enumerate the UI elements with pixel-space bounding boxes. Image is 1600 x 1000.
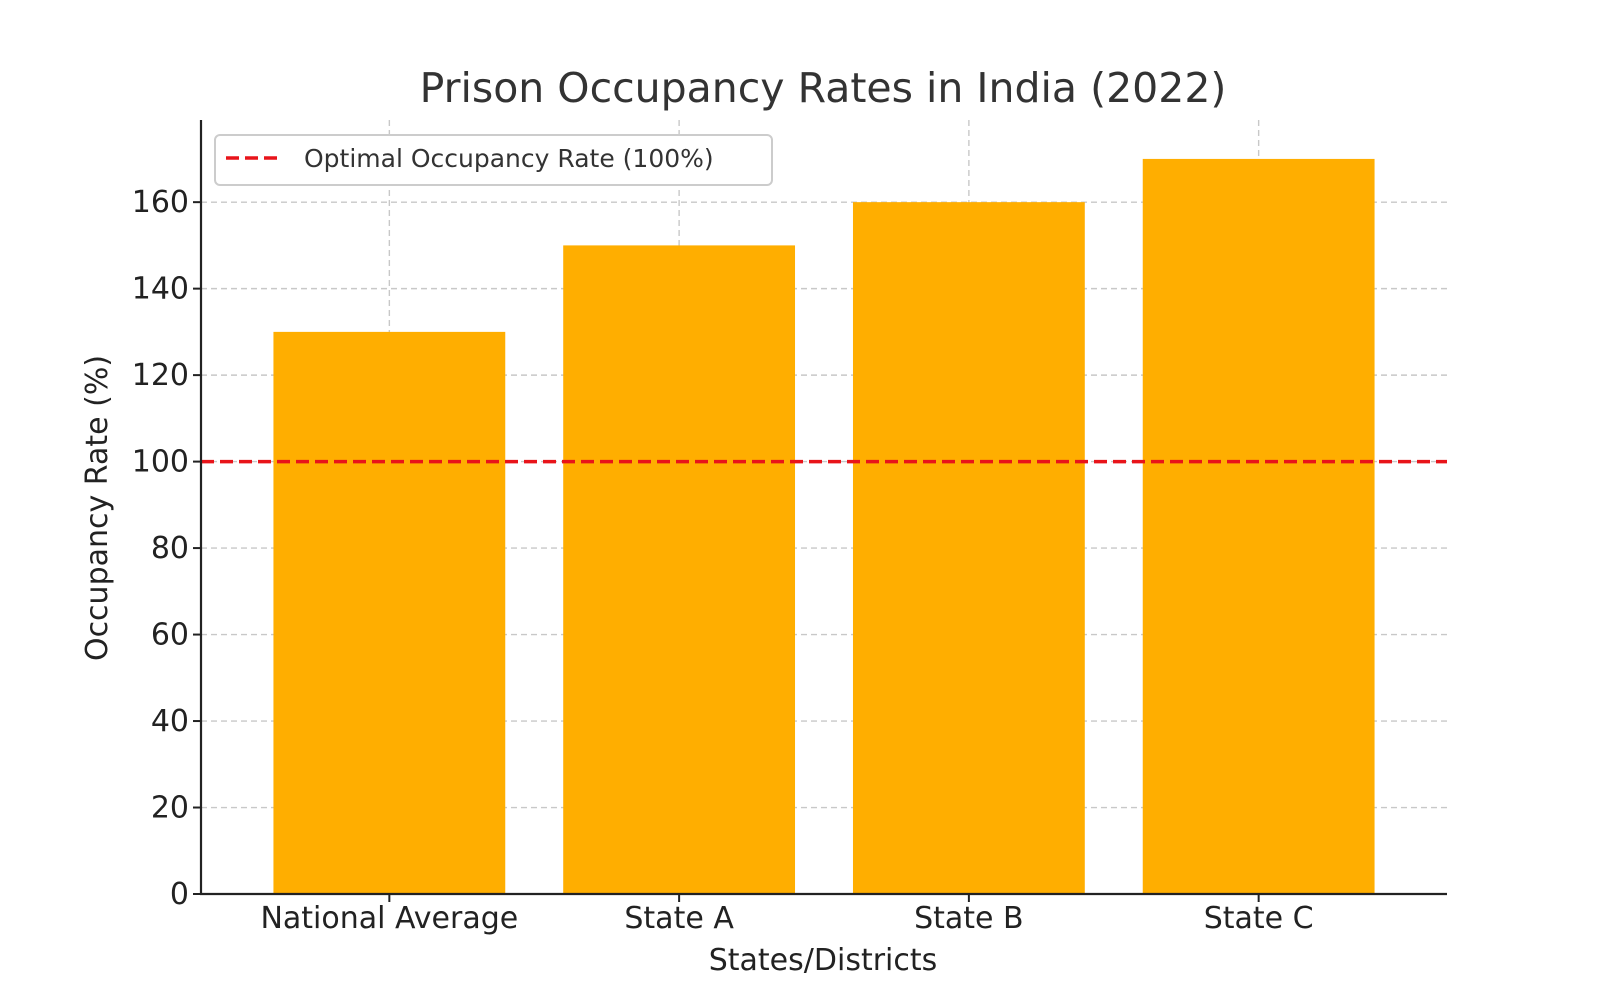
y-tick-label: 160 [132, 185, 189, 220]
chart-title: Prison Occupancy Rates in India (2022) [420, 64, 1227, 112]
legend-label: Optimal Occupancy Rate (100%) [304, 144, 714, 173]
axes [193, 120, 1447, 902]
legend-box [214, 134, 773, 186]
x-tick-label: National Average [260, 901, 518, 936]
x-tick-label: State A [624, 901, 734, 936]
tick-labels: 0 20 40 60 80 100 120 140 160 National Average Sta… [132, 185, 1314, 936]
bar-state-a [563, 245, 796, 894]
bar-national-average [273, 331, 506, 895]
bar-state-b [852, 202, 1085, 894]
y-tick-label: 0 [170, 877, 189, 912]
y-tick-label: 20 [151, 791, 189, 826]
y-tick-label: 60 [151, 618, 189, 653]
x-axis-label: States/Districts [709, 943, 938, 978]
y-tick-label: 80 [151, 531, 189, 566]
bars [273, 158, 1375, 895]
x-tick-label: State B [914, 901, 1024, 936]
y-tick-label: 140 [132, 272, 189, 307]
y-tick-label: 100 [132, 445, 189, 480]
x-tick-label: State C [1204, 901, 1314, 936]
y-tick-label: 120 [132, 358, 189, 393]
y-tick-label: 40 [151, 704, 189, 739]
bar-state-c [1142, 158, 1375, 894]
y-axis-label: Occupancy Rate (%) [80, 355, 115, 661]
legend: Optimal Occupancy Rate (100%) [214, 134, 773, 186]
